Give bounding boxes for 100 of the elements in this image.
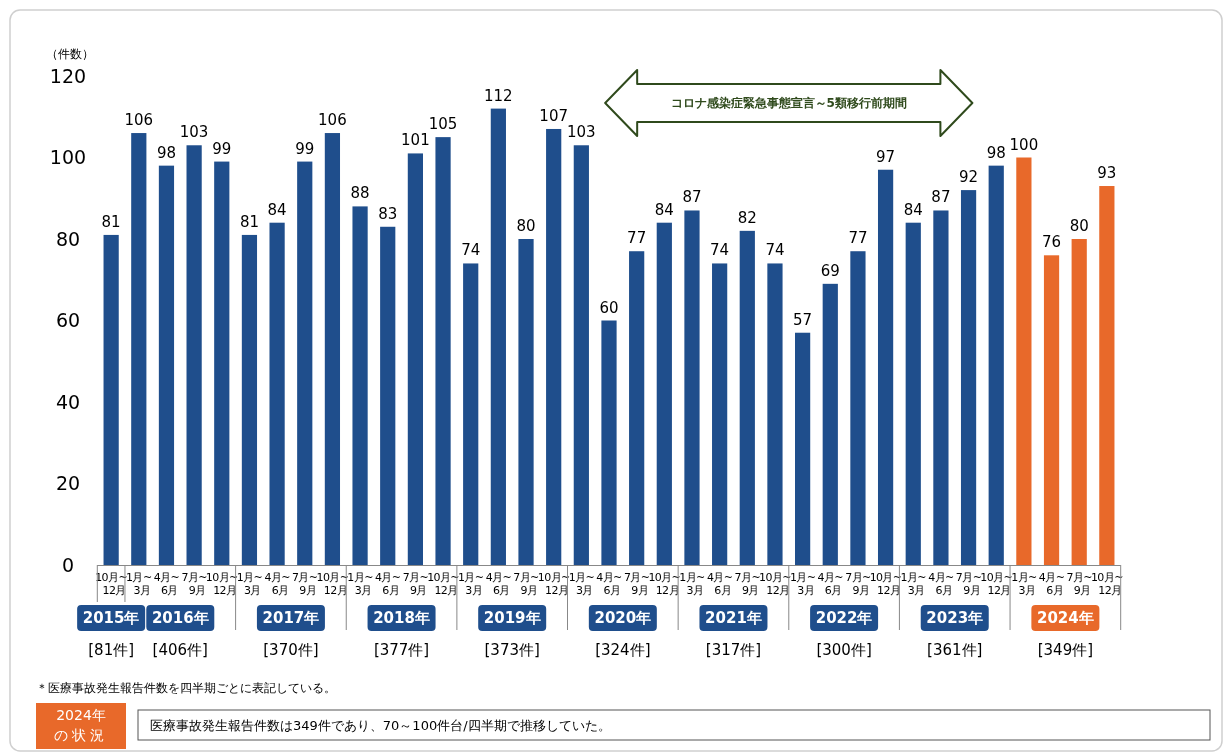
bar xyxy=(1043,255,1060,565)
x-tick-label: 4月~6月 xyxy=(375,571,401,597)
bar xyxy=(767,263,783,565)
x-tick-label: 10月~12月 xyxy=(980,571,1013,597)
data-label: 98 xyxy=(986,143,1006,162)
text: 2017年 xyxy=(262,609,320,628)
bar xyxy=(712,263,728,565)
data-label: 82 xyxy=(737,208,757,227)
x-tick-label: 7月~9月 xyxy=(1066,571,1093,597)
bar xyxy=(573,145,589,565)
y-tick-label: 80 xyxy=(55,227,81,250)
data-label: 100 xyxy=(1009,135,1039,154)
text: 2020年 xyxy=(594,609,652,628)
data-label: 103 xyxy=(179,123,209,142)
text: [324件] xyxy=(595,641,651,660)
bar xyxy=(684,210,700,565)
bar xyxy=(1071,239,1087,565)
x-tick-label: 7月~9月 xyxy=(623,571,650,597)
x-tick-label: 1月~3月 xyxy=(900,571,927,597)
x-tick-label: 4月~6月 xyxy=(264,571,291,597)
bar xyxy=(601,320,617,565)
data-label: 107 xyxy=(539,106,568,125)
data-label: 106 xyxy=(318,111,347,130)
data-label: 84 xyxy=(654,200,674,219)
bar xyxy=(241,234,258,565)
x-tick-label: 7月~9月 xyxy=(845,571,872,597)
x-tick-label: 10月~12月 xyxy=(648,571,681,597)
data-label: 81 xyxy=(239,212,259,231)
x-tick-label: 4月~6月 xyxy=(153,571,180,597)
x-tick-label: 4月~6月 xyxy=(485,571,512,597)
text: 2022年 xyxy=(815,609,873,628)
data-label: 77 xyxy=(627,229,647,248)
text: [300件] xyxy=(816,641,872,660)
x-tick-label: 10月~12月 xyxy=(95,571,128,597)
x-tick-label: 1月~3月 xyxy=(347,571,374,597)
x-tick-label: 1月~3月 xyxy=(1011,571,1037,597)
x-tick-label: 10月~12月 xyxy=(427,571,460,597)
data-label: 74 xyxy=(461,241,481,260)
x-tick-label: 1月~3月 xyxy=(679,571,706,597)
y-tick-label: 100 xyxy=(49,146,87,169)
data-label: 83 xyxy=(378,204,398,223)
bar xyxy=(960,190,977,565)
y-tick-label: 40 xyxy=(55,390,81,413)
x-tick-label: 4月~6月 xyxy=(928,571,954,597)
x-tick-label: 1月~3月 xyxy=(236,571,263,597)
data-label: 106 xyxy=(124,111,154,130)
bar xyxy=(407,153,423,565)
x-tick-label: 7月~9月 xyxy=(402,571,429,597)
bar xyxy=(933,210,949,565)
data-label: 105 xyxy=(428,115,458,134)
y-tick-label: 120 xyxy=(49,64,87,87)
text: [373件] xyxy=(484,641,540,660)
data-label: 103 xyxy=(567,123,596,142)
data-label: 99 xyxy=(212,139,232,158)
bar xyxy=(186,145,202,565)
data-label: 69 xyxy=(820,261,840,280)
text: [361件] xyxy=(927,641,983,660)
x-tick-label: 7月~9月 xyxy=(734,571,761,597)
text: [317件] xyxy=(705,641,762,660)
bar xyxy=(352,206,368,565)
data-label: 76 xyxy=(1042,233,1062,252)
x-tick-label: 10月~12月 xyxy=(759,571,792,597)
data-label: 97 xyxy=(876,147,896,166)
data-label: 84 xyxy=(903,200,923,219)
data-label: 60 xyxy=(599,298,619,317)
bar xyxy=(877,169,894,565)
y-tick-label: 20 xyxy=(55,472,81,495)
bar xyxy=(297,161,313,565)
bar xyxy=(490,108,506,565)
data-label: 80 xyxy=(516,217,536,235)
bar xyxy=(850,251,866,565)
text: [81件] xyxy=(88,641,135,660)
x-tick-label: 4月~6月 xyxy=(596,571,623,597)
text: 2016年 xyxy=(151,609,209,628)
bar xyxy=(214,161,230,565)
x-tick-label: 10月~12月 xyxy=(316,571,349,597)
data-label: 87 xyxy=(931,188,951,207)
text: 医療事故発生報告件数は349件であり、70～100件台/四半期で推移していた。 xyxy=(150,717,611,733)
data-label: 80 xyxy=(1069,217,1089,235)
x-tick-label: 1月~3月 xyxy=(568,571,595,597)
text: [370件] xyxy=(263,641,319,660)
bar xyxy=(1099,186,1115,565)
text: [377件] xyxy=(373,641,430,660)
text: [349件] xyxy=(1037,641,1094,660)
bar xyxy=(380,226,396,565)
bar xyxy=(905,222,921,565)
data-label: 57 xyxy=(793,310,813,329)
text: 2023年 xyxy=(926,609,984,628)
bar xyxy=(1016,157,1032,565)
data-label: 98 xyxy=(156,143,176,162)
bar xyxy=(158,165,175,565)
x-tick-label: 4月~6月 xyxy=(706,571,733,597)
bar xyxy=(656,222,672,565)
bar xyxy=(131,133,147,565)
y-tick-label: 0 xyxy=(61,553,75,576)
text: 2024年 xyxy=(1037,609,1094,628)
data-label: 81 xyxy=(101,212,121,231)
x-tick-label: 7月~9月 xyxy=(513,571,540,597)
text: ＊医療事故発生報告件数を四半期ごとに表記している。 xyxy=(36,681,336,695)
text: [406件] xyxy=(152,641,208,660)
